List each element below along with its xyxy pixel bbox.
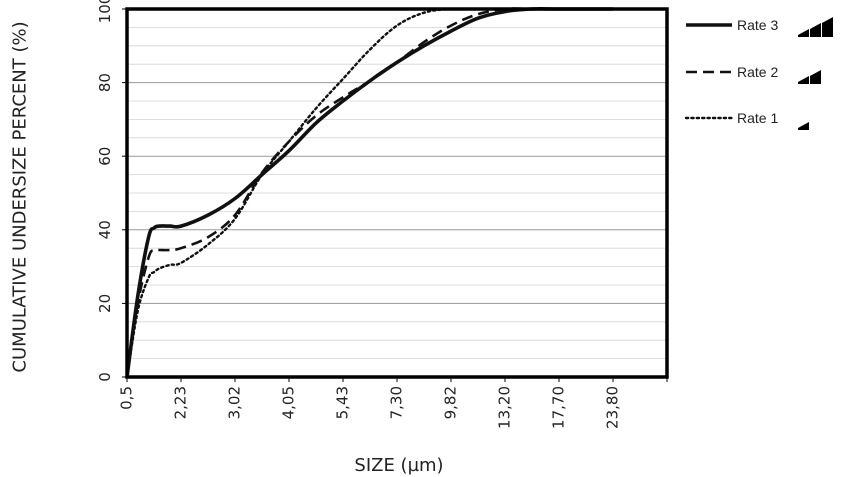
y-tick-label: 20: [96, 294, 114, 313]
x-tick-label: 17,70: [550, 386, 568, 429]
signal-bars-icon: [822, 17, 833, 37]
series-line-rate-1: [125, 7, 615, 379]
legend-label: Rate 1: [737, 110, 778, 126]
x-tick-label: 13,20: [496, 386, 514, 429]
grid: [127, 26, 667, 360]
signal-bars-icon: [798, 29, 809, 37]
signal-bars-icon: [810, 70, 821, 84]
x-tick-label: 2,23: [172, 386, 190, 419]
series-line-rate-3: [125, 7, 613, 378]
series-lines: [125, 7, 615, 379]
y-tick-label: 0: [96, 372, 114, 382]
signal-bars-icon: [798, 122, 809, 130]
y-axis-title: CUMULATIVE UNDERSIZE PERCENT (%): [10, 21, 31, 372]
y-axis: 0 20 40 60 80 100: [96, 0, 127, 382]
x-tick-label: 0,5: [118, 386, 136, 410]
y-tick-label: 60: [96, 147, 114, 166]
legend-label: Rate 2: [737, 64, 778, 80]
legend-label: Rate 3: [737, 17, 778, 33]
x-tick-label: 9,82: [442, 386, 460, 419]
x-tick-label: 4,05: [280, 386, 298, 419]
legend: Rate 3 Rate 2 Rate 1: [684, 17, 833, 130]
x-tick-label: 3,02: [226, 386, 244, 419]
x-tick-label: 7,30: [388, 386, 406, 419]
x-tick-label: 23,80: [604, 386, 622, 429]
y-tick-label: 100: [96, 0, 114, 23]
x-tick-label: 5,43: [334, 386, 352, 419]
signal-bars-icon: [798, 76, 809, 84]
x-axis: 0,5 2,23 3,02 4,05 5,43 7,30 9,82 13,20 17,70 23,…: [118, 376, 668, 429]
series-line-rate-2: [125, 7, 613, 378]
x-axis-title: SIZE (µm): [354, 455, 443, 476]
y-tick-label: 80: [96, 73, 114, 92]
signal-bars-icon: [810, 23, 821, 37]
y-tick-label: 40: [96, 220, 114, 239]
